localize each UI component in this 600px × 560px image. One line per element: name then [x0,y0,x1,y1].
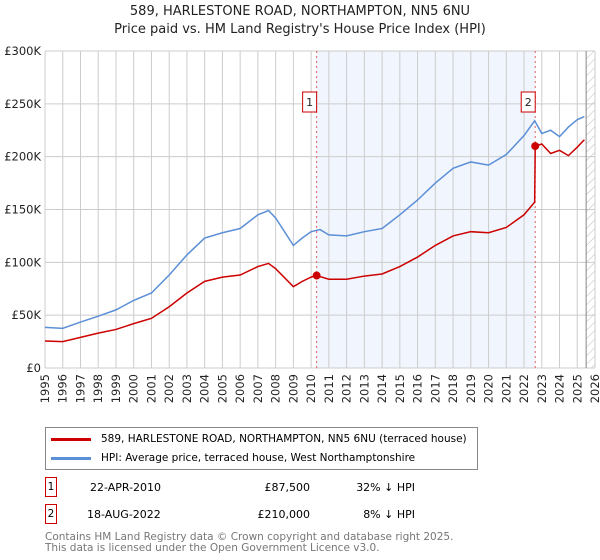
footer-copyright: Contains HM Land Registry data © Crown c… [45,531,454,543]
annotation-box [302,91,318,113]
x-tick-label: 2001 [144,374,158,403]
sale-point [312,271,321,280]
x-tick-label: 2018 [446,374,460,403]
x-tick-label: 2006 [233,374,247,403]
sale-point [531,142,540,151]
x-tick-label: 2023 [535,374,549,403]
x-tick-label: 2025 [570,374,584,403]
x-tick-label: 2011 [322,374,336,403]
x-tick-label: 2009 [286,374,300,403]
x-tick-label: 2004 [198,374,212,403]
footer: Contains HM Land Registry data © Crown c… [45,532,453,554]
x-tick-label: 2002 [162,374,176,403]
x-tick-label: 1999 [109,374,123,403]
x-tick-label: 1996 [56,374,70,403]
footer-licence: This data is licensed under the Open Gov… [45,542,380,554]
transaction-hpi: 32% ↓ HPI [356,480,415,494]
price-paid-line [44,139,585,343]
x-tick-label: 2000 [127,374,141,403]
x-tick-label: 2005 [215,374,229,403]
x-tick-label: 2016 [411,374,425,403]
annotation-box [520,91,536,113]
annotation-label: 2 [525,96,532,109]
y-tick-label: £0 [26,361,41,375]
transaction-price: £210,000 [257,507,311,521]
x-tick-label: 2007 [251,374,265,403]
legend-blue-line [51,456,91,460]
x-tick-label: 2024 [553,374,567,403]
legend-blue-label: HPI: Average price, terraced house, West… [101,452,416,464]
x-tick-label: 2021 [499,374,513,403]
y-tick-label: £150K [4,203,41,217]
chart-title: 589, HARLESTONE ROAD, NORTHAMPTON, NN5 6… [129,4,471,19]
x-tick-label: 1998 [91,374,105,403]
x-tick-label: 2012 [340,374,354,403]
chart-subtitle: Price paid vs. HM Land Registry's House … [114,22,486,37]
x-tick-label: 2022 [517,374,531,403]
transaction-date: 18-AUG-2022 [87,507,161,521]
y-tick-label: £100K [4,255,41,269]
legend: 589, HARLESTONE ROAD, NORTHAMPTON, NN5 6… [45,427,478,470]
y-tick-label: £300K [4,44,41,58]
x-tick-label: 1995 [38,374,52,403]
transaction-date: 22-APR-2010 [90,480,162,494]
x-tick-label: 2019 [464,374,478,403]
x-tick-label: 2003 [180,374,194,403]
x-tick-label: 2014 [375,374,389,403]
x-tick-label: 2013 [357,374,371,403]
legend-red-line [51,437,91,441]
transaction-hpi: 8% ↓ HPI [363,507,415,521]
x-tick-label: 2010 [304,374,318,403]
transaction-row: 1 22-APR-2010 £87,500 32% ↓ HPI [45,477,415,497]
transaction-price: £87,500 [264,480,311,494]
x-tick-label: 2008 [269,374,283,403]
transaction-badge: 1 [45,477,57,497]
legend-red-label: 589, HARLESTONE ROAD, NORTHAMPTON, NN5 6… [101,433,467,445]
hpi-line [44,115,585,330]
y-tick-label: £200K [4,150,41,164]
y-tick-label: £50K [12,308,42,322]
transaction-row: 2 18-AUG-2022 £210,000 8% ↓ HPI [45,504,415,524]
x-tick-label: 2020 [482,374,496,403]
x-tick-label: 2015 [393,374,407,403]
y-tick-label: £250K [4,97,41,111]
x-tick-label: 2017 [428,374,442,403]
x-tick-label: 1997 [73,374,87,403]
annotation-label: 1 [306,96,313,109]
transaction-badge: 2 [45,504,57,524]
x-tick-label: 2026 [588,374,600,403]
